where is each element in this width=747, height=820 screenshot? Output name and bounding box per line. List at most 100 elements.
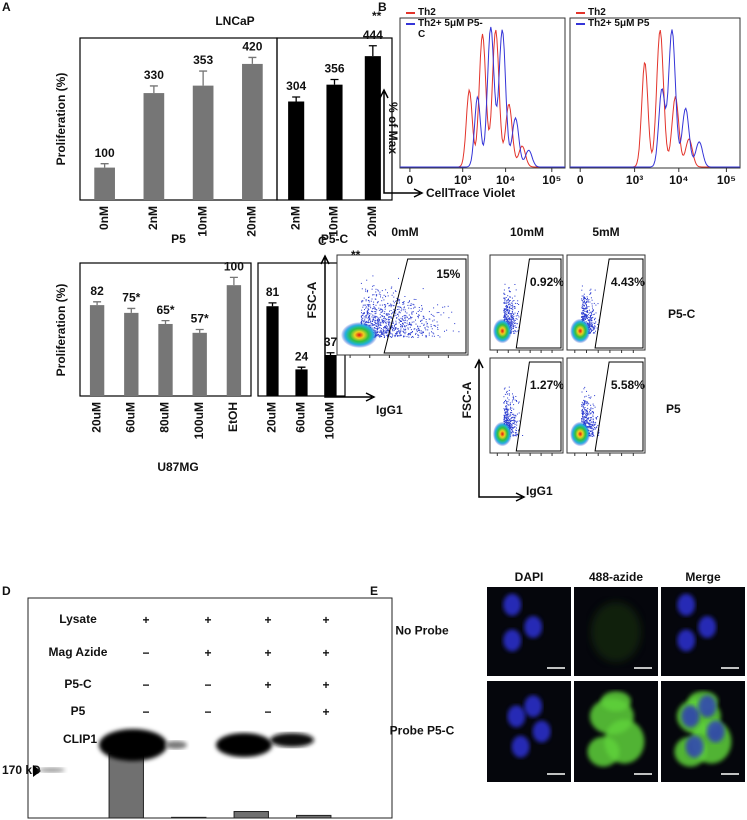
- density-core: [492, 421, 512, 447]
- event-dot: [594, 424, 596, 426]
- event-dot: [594, 406, 596, 408]
- event-dot: [369, 319, 371, 320]
- event-dot: [363, 313, 365, 314]
- event-dot: [584, 308, 586, 310]
- event-dot: [425, 335, 427, 337]
- event-dot: [392, 325, 394, 327]
- error-bar: [248, 56, 257, 64]
- event-dot: [509, 404, 511, 406]
- event-dot: [512, 416, 514, 418]
- event-dot: [594, 395, 596, 397]
- event-dot: [507, 299, 508, 301]
- event-dot: [403, 329, 405, 331]
- event-dot: [363, 316, 365, 318]
- event-dot: [582, 302, 584, 304]
- event-dot: [401, 319, 403, 321]
- event-dot: [367, 320, 369, 322]
- histogram-curve: [570, 29, 740, 168]
- event-dot: [429, 318, 431, 320]
- event-dot: [375, 317, 376, 319]
- event-dot: [388, 321, 390, 323]
- error-bar: [199, 70, 208, 86]
- table-cell: −: [142, 678, 149, 692]
- error-bar: [195, 328, 204, 333]
- event-dot: [585, 413, 587, 415]
- event-dot: [425, 319, 427, 320]
- event-dot: [375, 319, 377, 321]
- event-dot: [515, 289, 517, 291]
- event-dot: [415, 299, 417, 300]
- event-dot: [393, 305, 395, 307]
- event-dot: [590, 419, 592, 421]
- event-dot: [507, 310, 509, 312]
- event-dot: [365, 321, 367, 323]
- event-dot: [372, 275, 374, 277]
- event-dot: [505, 302, 507, 304]
- event-dot: [588, 316, 590, 318]
- event-dot: [398, 330, 400, 332]
- event-dot: [377, 318, 379, 320]
- x-tick-label: 10⁵: [717, 173, 736, 187]
- event-dot: [386, 331, 388, 333]
- event-dot: [411, 321, 413, 323]
- event-dot: [392, 320, 394, 322]
- legend-swatch: [406, 12, 415, 14]
- column-label: DAPI: [515, 570, 544, 584]
- table-cell: +: [204, 613, 211, 627]
- event-dot: [417, 311, 419, 312]
- event-dot: [590, 396, 592, 398]
- event-dot: [592, 424, 593, 426]
- bar: [108, 752, 144, 819]
- event-dot: [592, 411, 594, 413]
- event-dot: [592, 421, 594, 423]
- event-dot: [511, 420, 512, 422]
- event-dot: [505, 311, 507, 313]
- event-dot: [509, 319, 511, 321]
- event-dot: [595, 304, 597, 306]
- event-dot: [583, 317, 585, 319]
- event-dot: [516, 318, 518, 320]
- event-dot: [378, 309, 380, 311]
- event-dot: [591, 319, 593, 321]
- event-dot: [404, 296, 406, 297]
- event-dot: [362, 320, 364, 322]
- event-dot: [376, 326, 378, 327]
- event-dot: [384, 332, 386, 334]
- event-dot: [361, 317, 363, 319]
- event-dot: [506, 414, 508, 416]
- event-dot: [508, 303, 510, 305]
- event-dot: [592, 322, 594, 324]
- event-dot: [387, 336, 388, 337]
- event-dot: [417, 325, 419, 327]
- event-dot: [400, 320, 402, 322]
- event-dot: [406, 312, 408, 314]
- event-dot: [377, 327, 379, 329]
- y-axis-label: % of Max: [386, 102, 400, 154]
- column-label: 0mM: [391, 225, 418, 239]
- event-dot: [395, 320, 397, 322]
- event-dot: [595, 417, 597, 419]
- event-dot: [386, 334, 388, 336]
- event-dot: [509, 413, 511, 415]
- event-dot: [405, 319, 406, 321]
- event-dot: [393, 296, 395, 298]
- event-dot: [399, 312, 401, 314]
- event-dot: [393, 302, 395, 304]
- legend-swatch: [406, 23, 415, 25]
- event-dot: [396, 297, 398, 299]
- event-dot: [374, 298, 376, 300]
- event-dot: [518, 429, 520, 431]
- event-dot: [421, 322, 423, 324]
- event-dot: [507, 404, 509, 406]
- x-tick-label: 20nM: [245, 206, 259, 237]
- event-dot: [587, 407, 589, 409]
- event-dot: [593, 313, 595, 315]
- x-tick-label: 10nM: [327, 206, 341, 237]
- x-axis-label: IgG1: [376, 403, 403, 417]
- event-dot: [594, 319, 595, 321]
- event-dot: [394, 325, 395, 327]
- event-dot: [518, 401, 520, 403]
- event-dot: [398, 335, 400, 337]
- y-axis-label: FSC-A: [305, 281, 319, 318]
